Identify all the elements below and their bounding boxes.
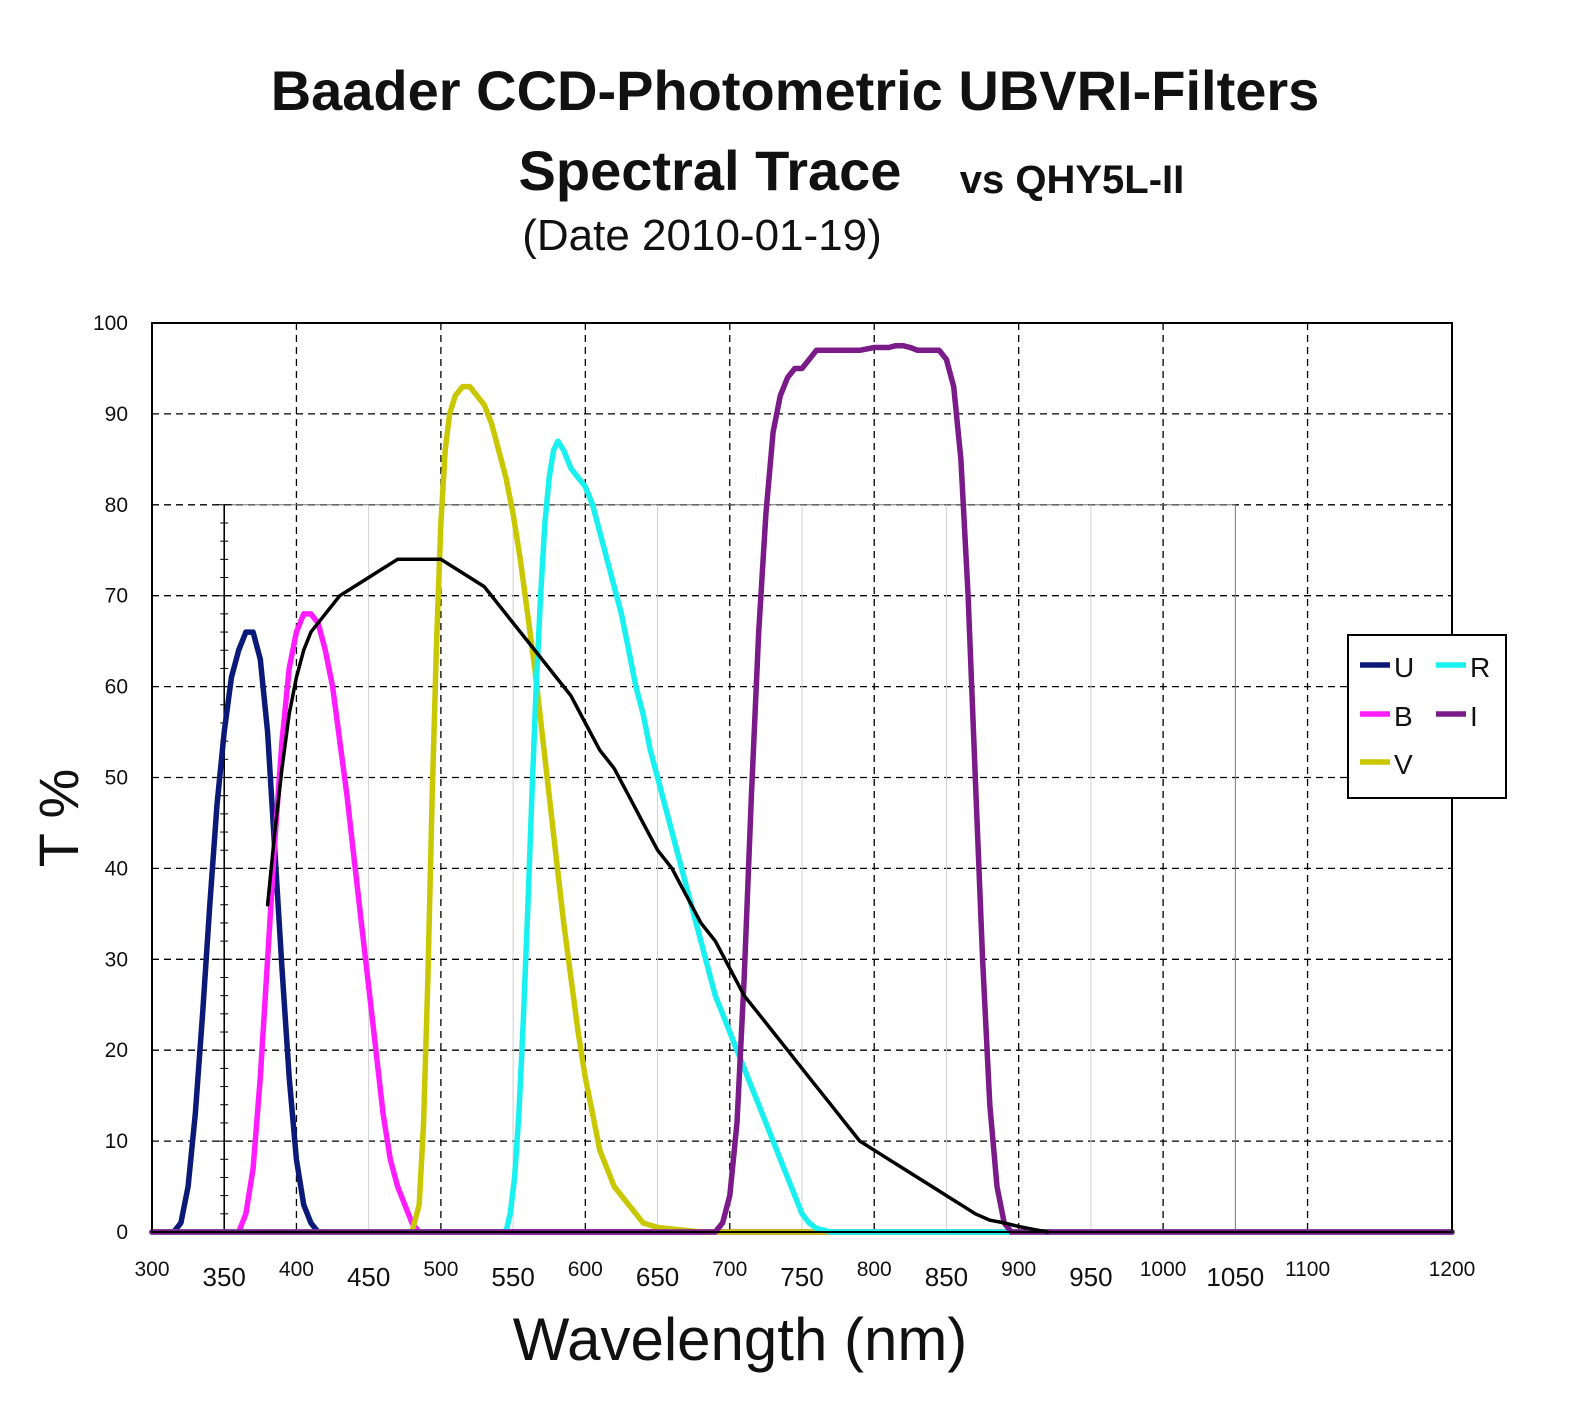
legend-label-u: U <box>1394 652 1414 683</box>
x-tick-label: 800 <box>857 1258 892 1281</box>
x-tick-label-overlay: 750 <box>780 1262 823 1292</box>
series-line-qhy5l-ii <box>265 557 1050 1234</box>
x-tick-label-overlay: 1050 <box>1206 1262 1264 1292</box>
series-layer <box>149 342 1455 1235</box>
x-tick-label: 900 <box>1001 1258 1036 1281</box>
series-line-v <box>149 383 1455 1235</box>
y-tick-label: 100 <box>93 312 128 335</box>
legend-label-v: V <box>1394 749 1413 780</box>
y-tick-label: 20 <box>105 1039 128 1062</box>
legend-label-i: I <box>1470 701 1478 732</box>
y-axis-label: T % <box>27 769 90 868</box>
chart-title: Baader CCD-Photometric UBVRI-Filters <box>271 59 1320 122</box>
legend-label-r: R <box>1470 652 1490 683</box>
series-line-u <box>149 629 1455 1235</box>
x-axis-label: Wavelength (nm) <box>513 1306 968 1373</box>
y-tick-label: 40 <box>105 857 128 880</box>
y-tick-label: 30 <box>105 948 128 971</box>
x-tick-label: 1000 <box>1140 1258 1187 1281</box>
y-tick-label: 70 <box>105 585 128 608</box>
x-tick-label: 1200 <box>1429 1258 1476 1281</box>
y-tick-label: 80 <box>105 494 128 517</box>
chart-subtitle: Spectral Trace <box>519 139 902 202</box>
legend-items: U R B I V <box>1360 652 1490 780</box>
y-tick-label: 90 <box>105 403 128 426</box>
y-tick-label: 50 <box>105 767 128 790</box>
series-line-r <box>149 438 1455 1235</box>
x-tick-label: 500 <box>423 1258 458 1281</box>
y-tick-label: 0 <box>116 1221 128 1244</box>
x-tick-label-overlay: 450 <box>347 1262 390 1292</box>
y-tick-label: 10 <box>105 1130 128 1153</box>
y-tick-label: 60 <box>105 676 128 699</box>
legend-label-b: B <box>1394 701 1413 732</box>
x-tick-label: 700 <box>712 1258 747 1281</box>
overlay-axis-layer <box>216 504 1236 1233</box>
x-tick-label: 1100 <box>1285 1258 1330 1281</box>
x-tick-label-overlay: 950 <box>1069 1262 1112 1292</box>
x-tick-label-overlay: 650 <box>636 1262 679 1292</box>
x-tick-label: 600 <box>568 1258 603 1281</box>
x-tick-label-overlay: 550 <box>491 1262 534 1292</box>
x-tick-label-overlay: 850 <box>925 1262 968 1292</box>
x-tick-label: 400 <box>279 1258 314 1281</box>
chart-subtitle-note: vs QHY5L-II <box>960 158 1185 202</box>
chart-date-note: (Date 2010-01-19) <box>522 211 882 260</box>
x-tick-label-overlay: 350 <box>203 1262 246 1292</box>
legend: U R B I V <box>1347 634 1507 799</box>
series-line-b <box>149 611 1455 1235</box>
series-line-i <box>149 342 1455 1235</box>
x-tick-label: 300 <box>134 1258 169 1281</box>
